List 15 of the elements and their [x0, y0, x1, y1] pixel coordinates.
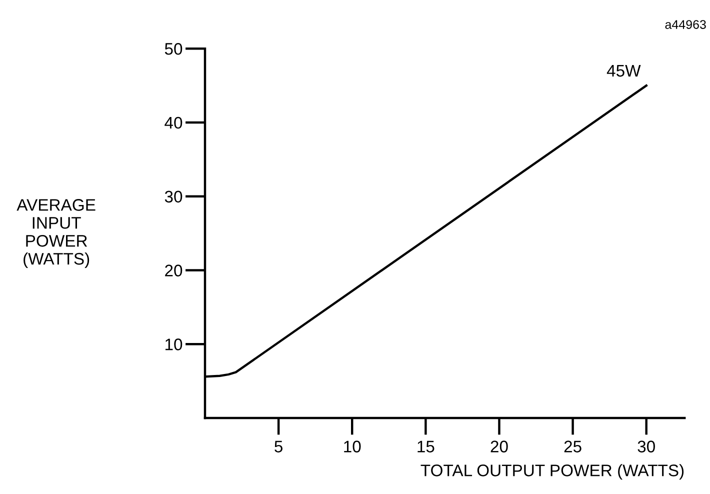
x-tick-label: 15: [418, 440, 434, 452]
y-axis-title: AVERAGE INPUT POWER (WATTS): [16, 199, 96, 268]
y-tick-label: 40: [164, 116, 182, 129]
y-tick-label: 20: [165, 264, 182, 276]
x-tick-label: 5: [274, 440, 282, 452]
text: a44963: [665, 20, 706, 29]
x-axis-title: TOTAL OUTPUT POWER (WATTS): [420, 464, 684, 480]
y-tick-label: 50: [164, 43, 182, 55]
x-tick-label: 25: [564, 440, 582, 452]
y-tick-label: 30: [164, 190, 182, 203]
x-tick-label: 20: [490, 440, 508, 452]
x-tick-label: 10: [344, 440, 361, 452]
annotation: 45W: [606, 65, 641, 77]
y-tick-label: 10: [166, 338, 182, 350]
x-tick-label: 30: [638, 440, 655, 452]
